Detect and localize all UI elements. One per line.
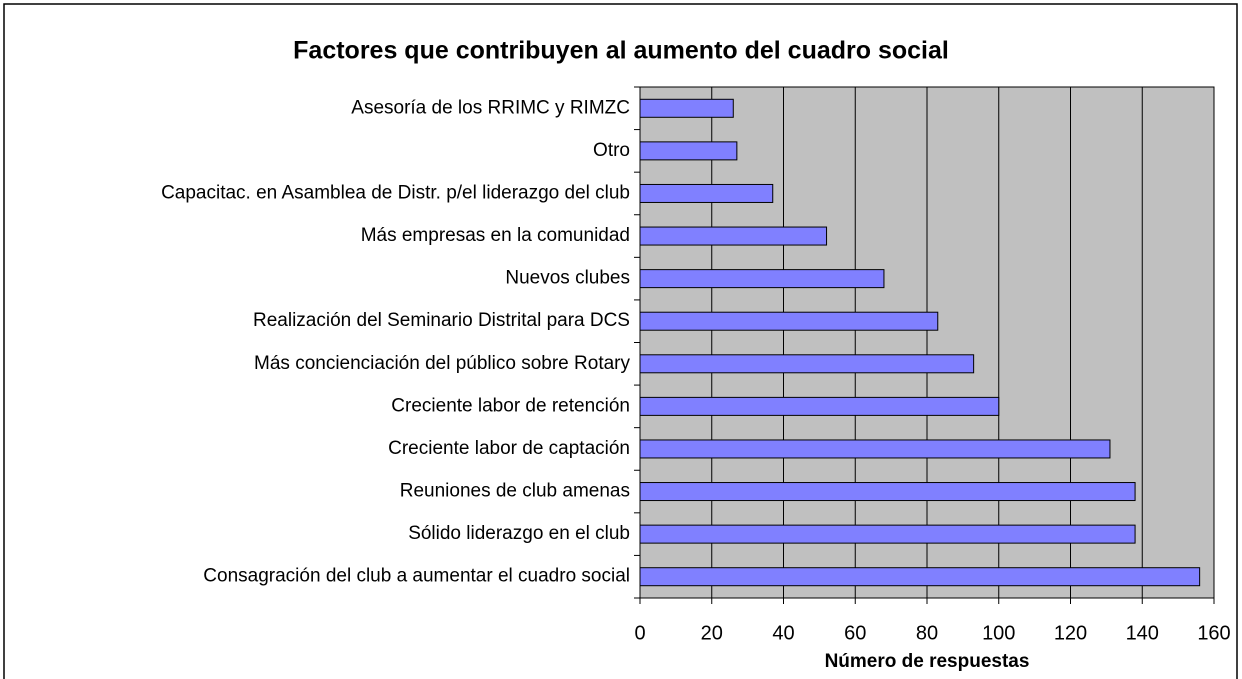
x-tick-label: 60 [844,622,866,644]
bar [639,396,1000,416]
bar [639,439,1111,459]
bar [639,183,774,203]
y-tick-label: Capacitac. en Asamblea de Distr. p/el li… [161,182,630,203]
y-tick-label: Reuniones de club amenas [400,481,630,502]
bar [639,354,975,374]
y-tick-label: Más empresas en la comunidad [361,225,630,246]
x-tick-label: 120 [1054,622,1087,644]
y-tick-label: Creciente labor de captación [388,438,630,459]
x-axis-title: Número de respuestas [825,651,1030,672]
bar [639,141,738,161]
bar [639,524,1136,544]
bar [639,311,939,331]
y-tick-label: Más concienciación del público sobre Rot… [254,353,630,374]
y-tick-label: Asesoría de los RRIMC y RIMZC [351,97,630,118]
x-tick-label: 80 [916,622,938,644]
bar [639,269,885,289]
x-tick-label: 140 [1126,622,1159,644]
bar [639,226,828,246]
x-tick-label: 160 [1197,622,1230,644]
y-tick-label: Sólido liderazgo en el club [408,523,630,544]
x-tick-label: 100 [982,622,1015,644]
chart-title: Factores que contribuyen al aumento del … [293,37,949,65]
x-tick-label: 20 [701,622,723,644]
x-tick-label: 40 [772,622,794,644]
bar [639,567,1201,587]
y-tick-label: Otro [593,140,630,161]
x-tick-label: 0 [634,622,645,644]
y-tick-label: Nuevos clubes [505,268,630,289]
y-tick-label: Realización del Seminario Distrital para… [253,310,630,331]
y-tick-label: Creciente labor de retención [391,395,630,416]
y-tick-label: Consagración del club a aumentar el cuad… [203,566,630,587]
bar [639,98,734,118]
bar [639,482,1136,502]
